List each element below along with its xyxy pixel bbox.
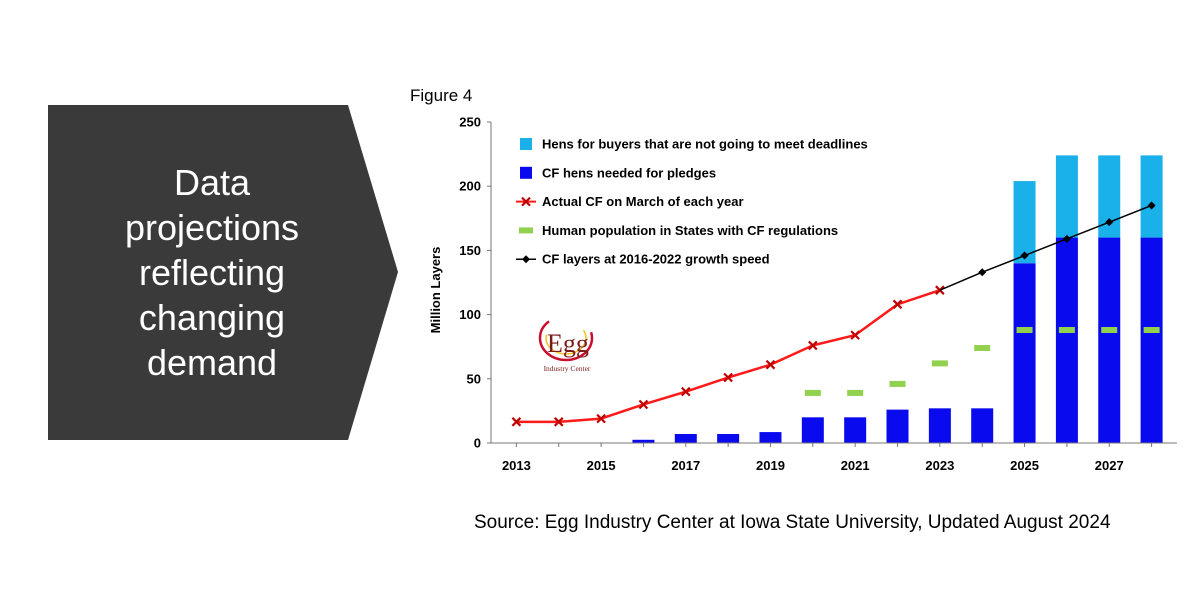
x-tick-label: 2021 (841, 458, 870, 473)
bar-cf-pledges (717, 434, 740, 443)
logo-arc-inner (545, 321, 587, 355)
legend-swatch (520, 166, 532, 179)
legend: Hens for buyers that are not going to me… (516, 137, 868, 267)
bar-cf-pledges (928, 408, 951, 443)
bar-not-meeting-deadlines (1098, 155, 1121, 238)
bar-cf-pledges (801, 417, 824, 443)
marker-population (931, 360, 948, 367)
legend-item: Hens for buyers that are not going to me… (520, 137, 868, 152)
legend-label: CF hens needed for pledges (542, 165, 716, 180)
y-axis-label: Million Layers (428, 247, 443, 334)
legend-label: Hens for buyers that are not going to me… (542, 137, 868, 152)
callout-line: projections (124, 207, 300, 248)
x-tick-label: 2013 (502, 458, 531, 473)
y-tick-label: 150 (459, 243, 481, 258)
legend-item: CF hens needed for pledges (520, 165, 716, 180)
marker-growth-speed (1020, 251, 1029, 260)
bar-cf-pledges (1013, 263, 1036, 443)
legend-label: Human population in States with CF regul… (542, 223, 838, 238)
marker-actual-cf (935, 285, 945, 295)
marker-population (1143, 327, 1160, 334)
callout-shape (48, 105, 398, 440)
marker-population (804, 389, 821, 396)
marker-growth-speed (1105, 218, 1114, 227)
bar-cf-pledges (632, 439, 655, 443)
legend-swatch-marker (522, 255, 530, 264)
axes: 0 50 100 150 200 250 2013 2015 2017 2019 2021 2023 2… (459, 115, 1177, 473)
bar-cf-pledges (971, 408, 994, 443)
callout-line: demand (146, 342, 278, 383)
x-tick-label: 2015 (587, 458, 616, 473)
bars (632, 155, 1163, 443)
legend-item: Actual CF on March of each year (516, 194, 744, 209)
marker-growth-speed (1062, 234, 1071, 243)
egg-industry-center-logo: Egg Industry Center (538, 314, 594, 373)
logo-arc (538, 314, 594, 362)
figure-label: Figure 4 (410, 86, 473, 105)
bar-not-meeting-deadlines (1140, 155, 1163, 238)
marker-population (1016, 327, 1033, 334)
callout-text: Data projections reflecting changing dem… (72, 160, 352, 385)
legend-label: CF layers at 2016-2022 growth speed (542, 252, 770, 267)
callout-line: Data (173, 162, 251, 203)
marker-actual-cf (850, 330, 860, 340)
x-tick-label: 2027 (1095, 458, 1124, 473)
bar-cf-pledges (674, 434, 697, 443)
callout-line: reflecting (138, 252, 286, 293)
logo-subtext: Industry Center (544, 364, 591, 373)
x-tick-label: 2019 (756, 458, 785, 473)
marker-population (974, 344, 991, 351)
legend-item: Human population in States with CF regul… (519, 223, 838, 238)
y-tick-label: 100 (459, 307, 481, 322)
legend-swatch (520, 138, 532, 150)
bar-cf-pledges (759, 432, 782, 443)
legend-swatch-marker (521, 196, 531, 207)
callout-arrow (48, 105, 398, 440)
x-tick-label: 2023 (925, 458, 954, 473)
legend-item: CF layers at 2016-2022 growth speed (516, 252, 770, 267)
bar-cf-pledges (1098, 237, 1121, 443)
source-note: Source: Egg Industry Center at Iowa Stat… (474, 512, 1111, 533)
marker-actual-cf (596, 413, 606, 424)
marker-actual-cf (553, 417, 564, 427)
y-tick-label: 250 (459, 115, 481, 130)
x-tick-label: 2025 (1010, 458, 1039, 473)
bar-cf-pledges (844, 417, 867, 443)
logo-text: Egg (547, 329, 589, 358)
bar-cf-pledges (1140, 237, 1163, 443)
lines (511, 201, 1160, 427)
y-tick-label: 200 (459, 179, 481, 194)
y-tick-label: 50 (467, 371, 481, 386)
marker-actual-cf (638, 399, 649, 410)
marker-actual-cf (808, 340, 818, 351)
marker-population (847, 389, 864, 396)
bar-not-meeting-deadlines (1055, 155, 1078, 238)
marker-population (889, 380, 906, 387)
marker-population (1058, 327, 1075, 334)
marker-actual-cf (892, 299, 903, 310)
marker-actual-cf (765, 359, 776, 370)
legend-swatch (519, 227, 533, 234)
legend-label: Actual CF on March of each year (542, 194, 744, 209)
line-growth-speed (939, 204, 1152, 291)
marker-actual-cf (681, 386, 691, 397)
marker-growth-speed (1147, 201, 1156, 210)
marker-growth-speed (978, 268, 987, 277)
y-tick-label: 0 (474, 436, 481, 451)
bar-cf-pledges (1055, 237, 1078, 443)
x-tick-label: 2017 (671, 458, 700, 473)
marker-actual-cf (723, 372, 733, 383)
bar-cf-pledges (886, 409, 909, 443)
marker-actual-cf (511, 417, 522, 427)
bar-not-meeting-deadlines (1013, 181, 1036, 264)
callout-line: changing (138, 297, 286, 338)
marker-population (1101, 327, 1118, 334)
